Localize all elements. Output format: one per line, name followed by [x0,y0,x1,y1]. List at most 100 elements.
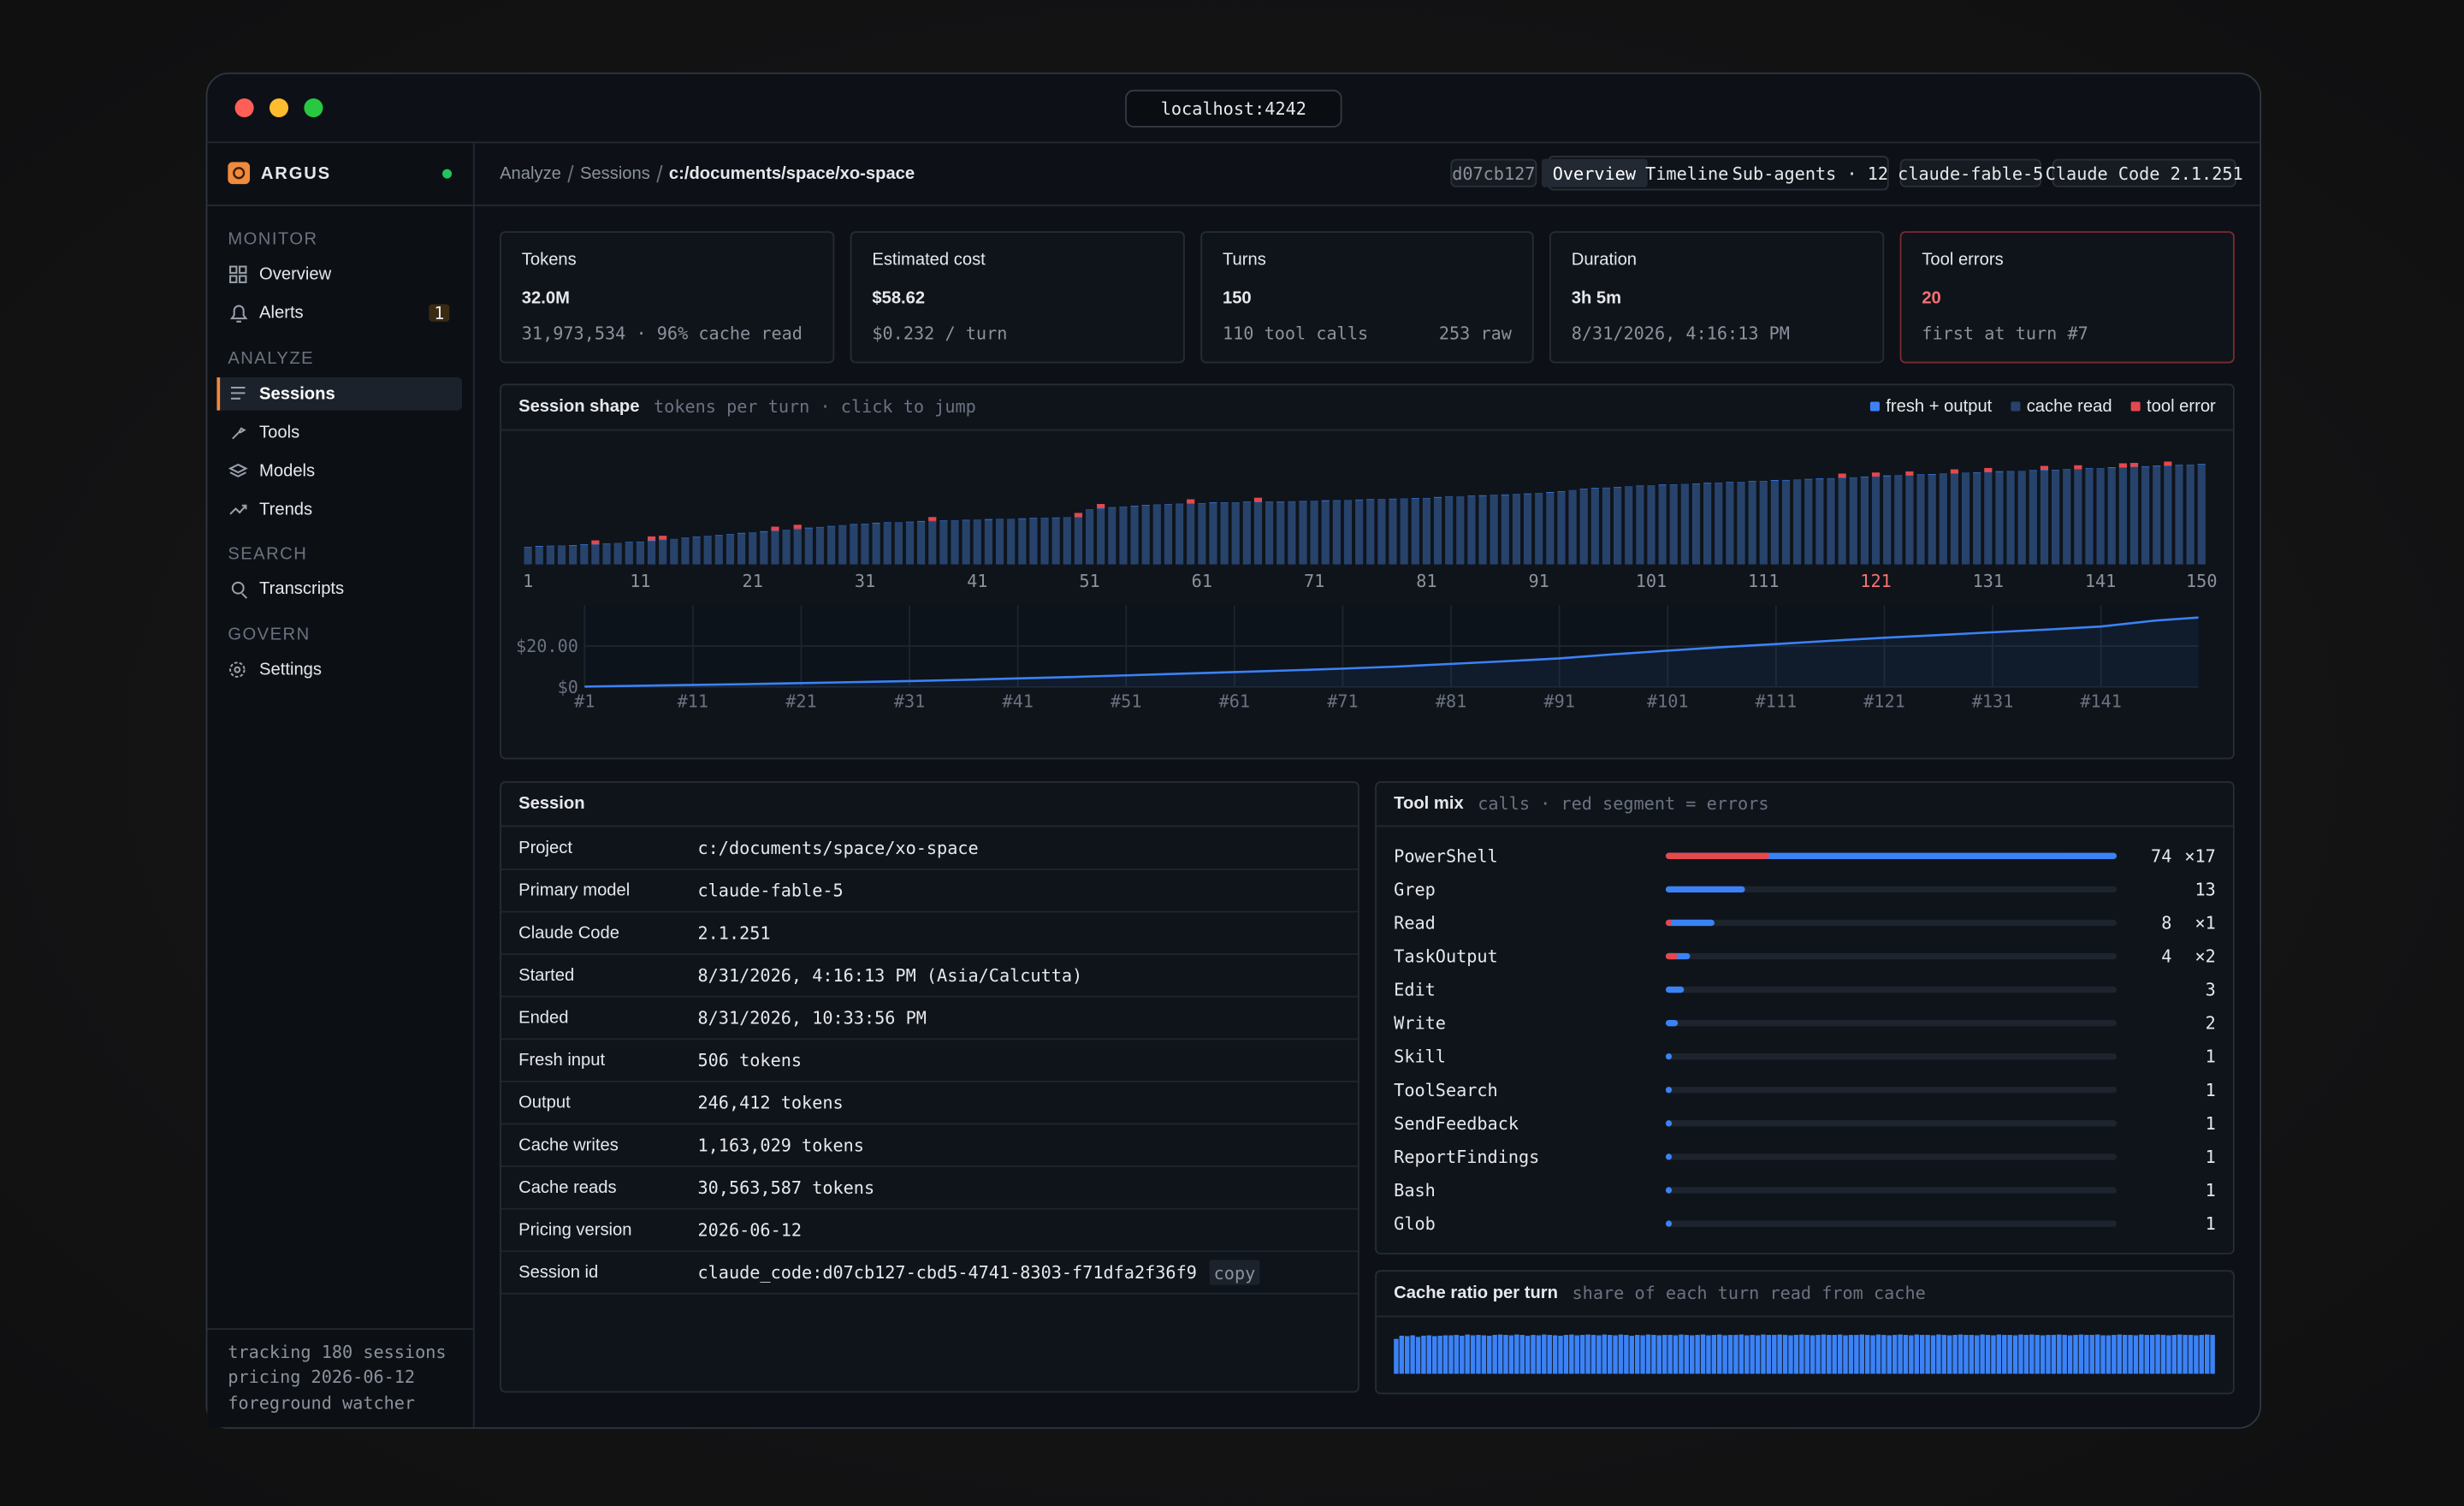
bar-segment[interactable] [1715,483,1723,565]
bar-segment[interactable] [1860,477,1869,565]
bar-segment[interactable] [681,538,690,565]
bar-segment[interactable] [1433,496,1442,498]
bar-segment[interactable] [1130,506,1139,565]
bar-segment[interactable] [1445,496,1454,565]
bar-segment[interactable] [1535,493,1543,565]
bar-segment[interactable] [1950,473,1959,474]
bar-segment[interactable] [1928,474,1936,475]
bar-segment[interactable] [1478,495,1487,496]
bar-segment[interactable] [1838,477,1846,478]
error-segment[interactable] [591,540,600,545]
nav-item[interactable]: Transcripts [259,579,344,598]
bar-segment[interactable] [771,531,779,565]
bar-segment[interactable] [1490,495,1498,565]
bar-segment[interactable] [1871,477,1881,565]
bar-segment[interactable] [2006,471,2015,472]
bar-segment[interactable] [2085,468,2094,470]
bar-segment[interactable] [917,520,926,522]
bar-segment[interactable] [1916,475,1925,565]
bar-segment[interactable] [951,520,959,565]
bar-segment[interactable] [2164,465,2172,565]
bar-segment[interactable] [1445,496,1454,497]
bar-segment[interactable] [1433,497,1442,565]
bar-segment[interactable] [1198,503,1206,565]
copy-label[interactable]: copy [1214,1263,1256,1284]
bar-segment[interactable] [625,543,633,565]
bar-segment[interactable] [2118,467,2127,468]
bar-segment[interactable] [1883,476,1892,565]
bar-segment[interactable] [1085,509,1094,565]
error-segment[interactable] [2129,462,2139,467]
bar-segment[interactable] [1748,481,1756,565]
bar-segment[interactable] [1321,501,1330,565]
bar-segment[interactable] [1838,477,1846,565]
bar-segment[interactable] [1613,487,1622,565]
bar-segment[interactable] [1546,492,1555,494]
bar-segment[interactable] [1029,519,1038,565]
error-segment[interactable] [1097,503,1105,508]
bar-segment[interactable] [1265,501,1274,565]
bar-segment[interactable] [1366,499,1375,501]
bar-segment[interactable] [1995,471,2004,472]
bar-segment[interactable] [872,522,880,524]
bar-segment[interactable] [1355,499,1364,501]
bar-segment[interactable] [1074,517,1083,518]
bar-segment[interactable] [2197,464,2206,465]
bar-segment[interactable] [703,537,712,565]
bar-segment[interactable] [1770,479,1779,481]
bar-segment[interactable] [1625,486,1633,565]
bar-segment[interactable] [2107,467,2116,565]
bar-segment[interactable] [1411,498,1419,499]
bar-segment[interactable] [804,527,813,529]
bar-segment[interactable] [1995,471,2004,565]
bar-segment[interactable] [1310,501,1318,565]
bar-segment[interactable] [827,526,836,565]
bar-segment[interactable] [714,535,723,565]
bar-segment[interactable] [524,547,532,565]
bar-segment[interactable] [1074,517,1083,565]
nav-item[interactable]: Overview [259,265,332,284]
bar-segment[interactable] [1400,499,1408,565]
bar-segment[interactable] [1557,491,1566,565]
tab[interactable]: Overview [1553,163,1637,184]
bar-segment[interactable] [1950,473,1959,565]
bar-segment[interactable] [1827,478,1835,565]
error-segment[interactable] [2164,461,2172,466]
bar-segment[interactable] [1523,494,1532,565]
bar-segment[interactable] [1894,476,1903,565]
bar-segment[interactable] [804,528,813,565]
bar-segment[interactable] [883,523,891,565]
bar-segment[interactable] [2197,464,2206,565]
bar-segment[interactable] [1726,482,1734,483]
bar-segment[interactable] [2118,467,2127,565]
bar-segment[interactable] [659,540,667,565]
bar-segment[interactable] [580,544,589,545]
bar-segment[interactable] [1097,508,1105,565]
bar-segment[interactable] [1220,502,1229,503]
error-segment[interactable] [2074,465,2082,470]
bar-segment[interactable] [815,527,825,565]
bar-segment[interactable] [602,543,611,544]
bar-segment[interactable] [1557,491,1566,492]
bar-segment[interactable] [973,519,981,565]
bar-segment[interactable] [1209,503,1217,565]
bar-segment[interactable] [1905,475,1914,565]
bar-segment[interactable] [1130,505,1139,507]
bar-segment[interactable] [793,528,802,530]
bar-segment[interactable] [1288,501,1296,565]
bar-segment[interactable] [2153,465,2161,466]
bar-segment[interactable] [939,520,948,565]
bar-segment[interactable] [782,530,791,565]
bar-segment[interactable] [1253,501,1263,565]
bar-segment[interactable] [1883,475,1892,477]
nav-item[interactable]: Trends [259,500,312,519]
bar-segment[interactable] [2040,470,2049,471]
bar-segment[interactable] [1568,490,1577,565]
bar-segment[interactable] [749,532,757,565]
bar-segment[interactable] [1299,501,1307,565]
bar-segment[interactable] [917,521,926,565]
bar-segment[interactable] [1332,501,1341,565]
bar-segment[interactable] [659,539,667,541]
bar-segment[interactable] [1691,483,1701,565]
error-segment[interactable] [2118,463,2127,468]
